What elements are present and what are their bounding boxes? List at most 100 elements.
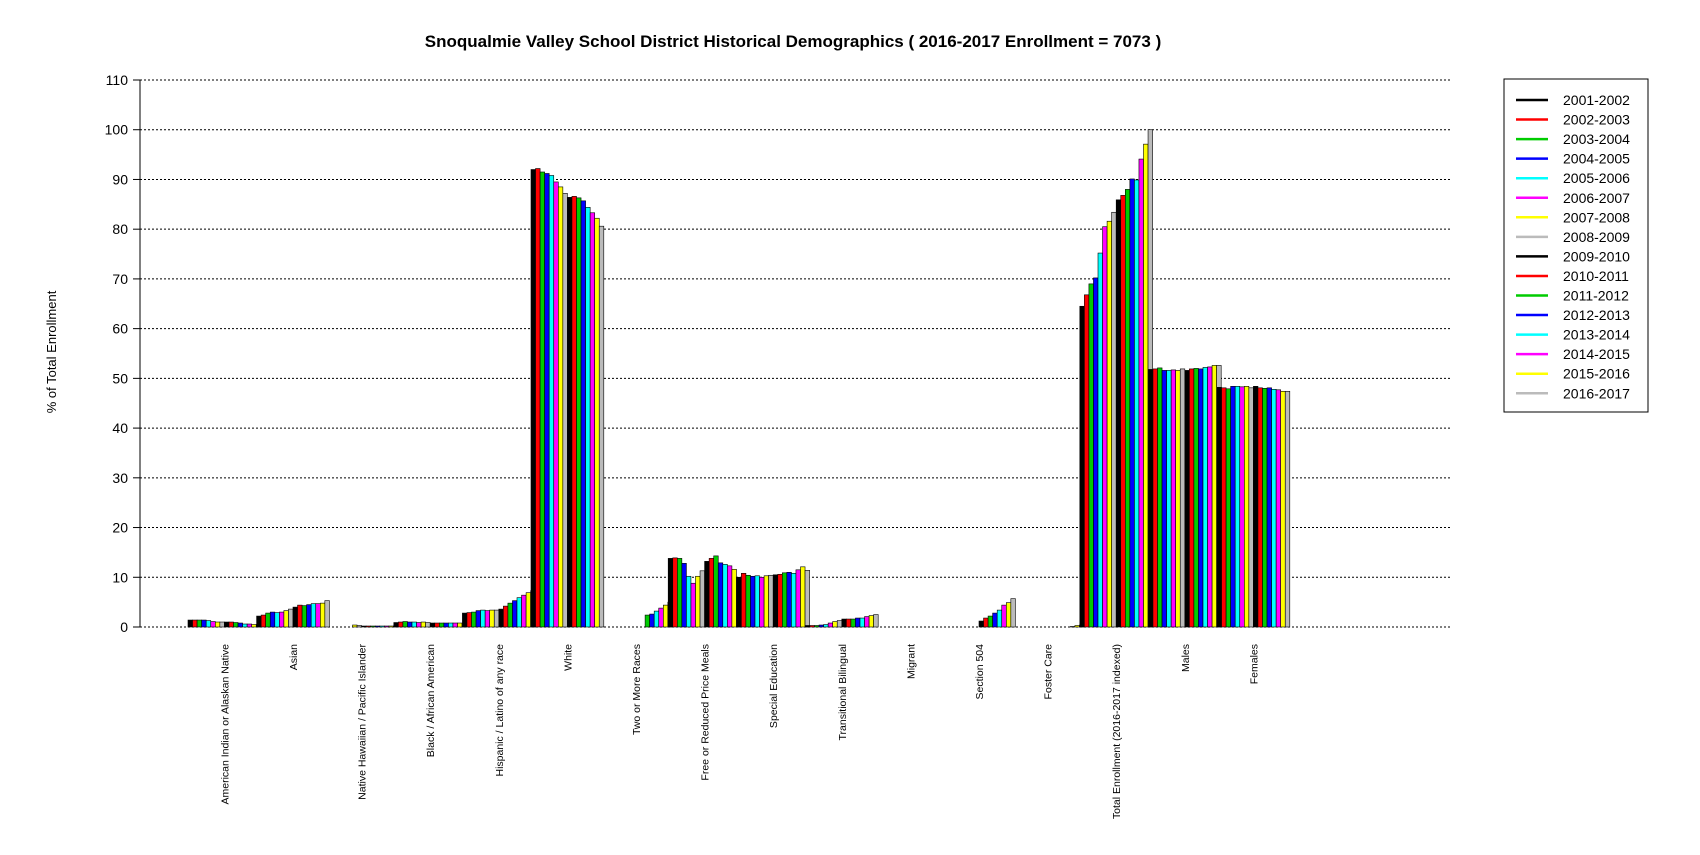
bar-7-13 [727, 565, 733, 628]
bar-9-10 [850, 618, 856, 628]
bar-14-5 [1170, 369, 1177, 628]
bar-15-14 [1280, 390, 1286, 628]
x-tick-label-15: Females [1248, 644, 1260, 684]
x-tick-label-0: American Indian or Alaskan Native [219, 644, 231, 805]
bar-2-9 [365, 625, 371, 628]
bar-15-0 [1216, 387, 1222, 628]
bar-9-0 [805, 625, 811, 628]
bar-8-11 [786, 571, 792, 628]
bar-11-11 [992, 612, 998, 628]
bar-5-15 [598, 225, 605, 628]
bar-0-4 [205, 620, 212, 628]
bar-7-4 [686, 575, 692, 628]
bar-5-14 [594, 217, 600, 628]
bar-5-9 [571, 196, 577, 628]
bar-14-9 [1189, 368, 1195, 628]
bar-0-5 [210, 621, 216, 628]
bar-13-7 [1111, 211, 1117, 628]
bar-7-12 [722, 564, 728, 628]
bar-1-13 [315, 603, 321, 628]
y-axis-label: % of Total Enrollment [44, 290, 59, 413]
bar-11-13 [1001, 604, 1007, 628]
bar-13-11 [1129, 178, 1135, 628]
bar-14-2 [1157, 367, 1163, 628]
bar-2-6 [352, 624, 358, 628]
bar-4-1 [466, 612, 472, 628]
bar-2-8 [361, 625, 367, 628]
bar-0-13 [246, 623, 252, 628]
bar-3-13 [452, 622, 458, 628]
bar-4-11 [512, 600, 518, 628]
bar-14-14 [1211, 365, 1217, 628]
bar-7-9 [708, 558, 715, 628]
bar-13-0 [1079, 305, 1085, 628]
bar-0-3 [201, 619, 207, 628]
bar-14-0 [1148, 369, 1154, 628]
bar-13-1 [1084, 294, 1090, 628]
bar-1-0 [256, 615, 262, 628]
bar-4-6 [489, 609, 495, 628]
bar-15-6 [1244, 386, 1250, 628]
bar-7-2 [676, 558, 683, 628]
legend-label-0: 2001-2002 [1563, 92, 1630, 108]
bar-1-11 [306, 604, 312, 628]
bar-3-3 [407, 621, 413, 628]
bar-1-12 [310, 603, 317, 628]
x-tick-label-13: Total Enrollment (2016-2017 indexed) [1111, 644, 1123, 819]
bar-15-9 [1257, 387, 1263, 628]
bar-8-8 [772, 574, 779, 628]
bar-8-5 [759, 576, 765, 628]
bar-15-12 [1271, 389, 1277, 628]
x-tick-label-7: Free or Reduced Price Meals [700, 644, 712, 781]
bar-2-11 [374, 625, 381, 628]
bar-2-14 [388, 625, 394, 628]
y-tick-label-20: 20 [112, 520, 128, 536]
bar-6-10 [644, 614, 650, 628]
bar-4-10 [507, 602, 513, 628]
bar-13-5 [1102, 226, 1108, 628]
legend-box [1503, 78, 1649, 413]
bar-14-6 [1175, 370, 1181, 628]
chart-title: Snoqualmie Valley School District Histor… [425, 32, 1161, 51]
bar-3-12 [448, 622, 454, 628]
bar-9-8 [841, 618, 847, 628]
bar-9-14 [868, 615, 874, 628]
bar-9-7 [836, 620, 843, 628]
bar-9-15 [873, 614, 879, 628]
bar-14-13 [1207, 366, 1213, 628]
bar-9-1 [809, 625, 815, 628]
bar-13-9 [1120, 195, 1126, 628]
y-tick-label-0: 0 [120, 619, 128, 635]
bar-8-15 [804, 570, 810, 628]
bar-8-3 [750, 575, 756, 628]
bar-0-10 [233, 622, 239, 628]
y-tick-label-50: 50 [112, 370, 128, 386]
bar-8-14 [800, 566, 806, 628]
legend-label-6: 2007-2008 [1563, 209, 1630, 225]
bar-9-11 [855, 617, 861, 628]
legend-label-3: 2004-2005 [1563, 151, 1630, 167]
legend-label-1: 2002-2003 [1563, 112, 1630, 128]
x-tick-label-8: Special Education [768, 644, 780, 728]
bar-2-12 [379, 625, 385, 628]
bar-9-2 [814, 625, 820, 628]
bars [187, 129, 1291, 628]
bar-5-11 [580, 200, 586, 628]
bar-7-7 [699, 570, 705, 628]
legend-label-7: 2008-2009 [1563, 229, 1630, 245]
legend-label-10: 2011-2012 [1563, 288, 1629, 304]
legend-label-15: 2016-2017 [1563, 385, 1630, 401]
bar-5-5 [553, 181, 559, 628]
x-tick-label-14: Males [1180, 644, 1192, 672]
bar-9-5 [827, 622, 834, 628]
bar-6-14 [662, 604, 669, 628]
x-tick-label-1: Asian [288, 644, 300, 670]
bar-3-1 [398, 621, 404, 628]
bar-13-3 [1093, 277, 1099, 628]
bar-9-13 [864, 616, 870, 628]
legend: 2001-2002 2002-2003 2003-2004 2004-2005 2005… [1503, 78, 1649, 413]
bar-8-9 [777, 573, 783, 628]
bar-6-12 [653, 610, 660, 628]
bar-8-12 [791, 572, 797, 628]
